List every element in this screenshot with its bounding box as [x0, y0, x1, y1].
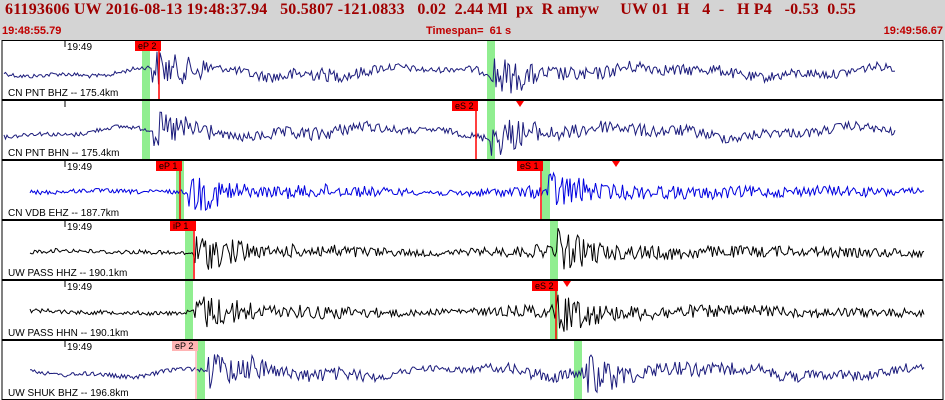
waveform-trace [29, 294, 925, 332]
tick-label: 19:49 [67, 282, 92, 293]
phase-pick-marker[interactable] [517, 161, 543, 171]
tick-label: 19:49 [67, 222, 92, 233]
channel-label: CN PNT BHZ -- 175.4km [8, 88, 118, 99]
amplitude-marker-icon [516, 101, 524, 107]
channel-frame [1, 40, 944, 100]
phase-pick-marker[interactable] [452, 101, 478, 111]
phase-window [487, 101, 495, 159]
tick-label: 19:49 [67, 42, 92, 53]
phase-pick-marker[interactable] [532, 281, 558, 291]
channel-row[interactable]: 19:49 eP 2 CN PNT BHZ -- 175.4km [1, 40, 944, 100]
phase-pick-marker[interactable] [156, 161, 182, 171]
waveform-trace [29, 171, 925, 211]
seismogram-panel[interactable]: 19:49 eP 2 CN PNT BHZ -- 175.4km eS 2 CN PNT… [0, 40, 945, 400]
channel-row[interactable]: 19:49 iP 1 UW PASS HHZ -- 190.1km [1, 220, 944, 280]
waveform-canvas[interactable]: 19:49 eP 2 CN PNT BHZ -- 175.4km eS 2 CN PNT… [0, 40, 945, 400]
channel-label: CN VDB EHZ -- 187.7km [8, 208, 119, 219]
channel-row[interactable]: eS 2 CN PNT BHN -- 175.4km [1, 100, 944, 160]
phase-pick-label: eS 2 [455, 101, 474, 111]
channel-row[interactable]: 19:49 eP 1 eS 1 CN VDB EHZ -- 187.7km [1, 160, 944, 220]
channel-row[interactable]: 19:49 eP 2 UW SHUK BHZ -- 196.8km [1, 340, 944, 400]
amplitude-marker-icon [563, 281, 571, 287]
channel-frame [1, 280, 944, 340]
tick-label: 19:49 [67, 342, 92, 353]
channel-frame [1, 340, 944, 400]
phase-window [574, 341, 582, 399]
channel-label: UW PASS HHN -- 190.1km [8, 328, 128, 339]
end-time: 19:49:56.67 [883, 25, 943, 37]
channel-frame [1, 100, 944, 160]
phase-pick-label: eP 2 [175, 341, 193, 351]
amplitude-marker-icon [612, 161, 620, 167]
phase-window [142, 41, 150, 99]
channel-row[interactable]: 19:49 eS 2 UW PASS HHN -- 190.1km [1, 280, 944, 340]
phase-window [185, 221, 193, 279]
phase-pick-label: eS 1 [520, 161, 539, 171]
tick-label: 19:49 [67, 162, 92, 173]
timespan: Timespan= 61 s [426, 25, 512, 37]
phase-window [197, 341, 205, 399]
channel-frame [1, 160, 944, 220]
waveform-trace [3, 111, 896, 156]
phase-pick-label: eP 1 [159, 161, 177, 171]
phase-pick-label: iP 1 [173, 221, 188, 231]
start-time: 19:48:55.79 [2, 25, 62, 37]
event-summary: 61193606 UW 2016-08-13 19:48:37.94 50.58… [5, 1, 857, 18]
phase-window [185, 281, 193, 339]
phase-pick-label: eS 2 [535, 281, 554, 291]
phase-pick-marker[interactable] [135, 41, 161, 51]
channel-label: UW PASS HHZ -- 190.1km [8, 268, 127, 279]
phase-pick-marker[interactable] [170, 221, 196, 231]
waveform-trace [30, 353, 925, 394]
channel-frame [1, 220, 944, 280]
phase-pick-marker[interactable] [172, 341, 198, 351]
phase-window [550, 281, 558, 339]
channel-label: UW SHUK BHZ -- 196.8km [8, 388, 129, 399]
phase-window [487, 41, 495, 99]
waveform-trace [3, 51, 896, 94]
phase-window [550, 221, 558, 279]
event-header: 61193606 UW 2016-08-13 19:48:37.94 50.58… [0, 0, 945, 40]
waveform-trace [29, 228, 925, 270]
channel-label: CN PNT BHN -- 175.4km [8, 148, 120, 159]
phase-pick-label: eP 2 [138, 41, 156, 51]
